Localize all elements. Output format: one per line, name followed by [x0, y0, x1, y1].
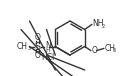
Text: CH: CH [16, 42, 27, 51]
Text: HCl: HCl [42, 53, 55, 62]
Text: 3: 3 [112, 48, 115, 53]
Text: O: O [92, 46, 98, 55]
Text: O: O [34, 33, 40, 42]
Text: H: H [45, 48, 50, 53]
Text: NH: NH [93, 20, 104, 28]
Text: S: S [34, 41, 40, 52]
Text: 2: 2 [101, 23, 104, 28]
Text: CH: CH [104, 44, 115, 53]
Text: N: N [45, 41, 51, 50]
Text: O: O [34, 51, 40, 60]
Text: 3: 3 [27, 47, 30, 52]
